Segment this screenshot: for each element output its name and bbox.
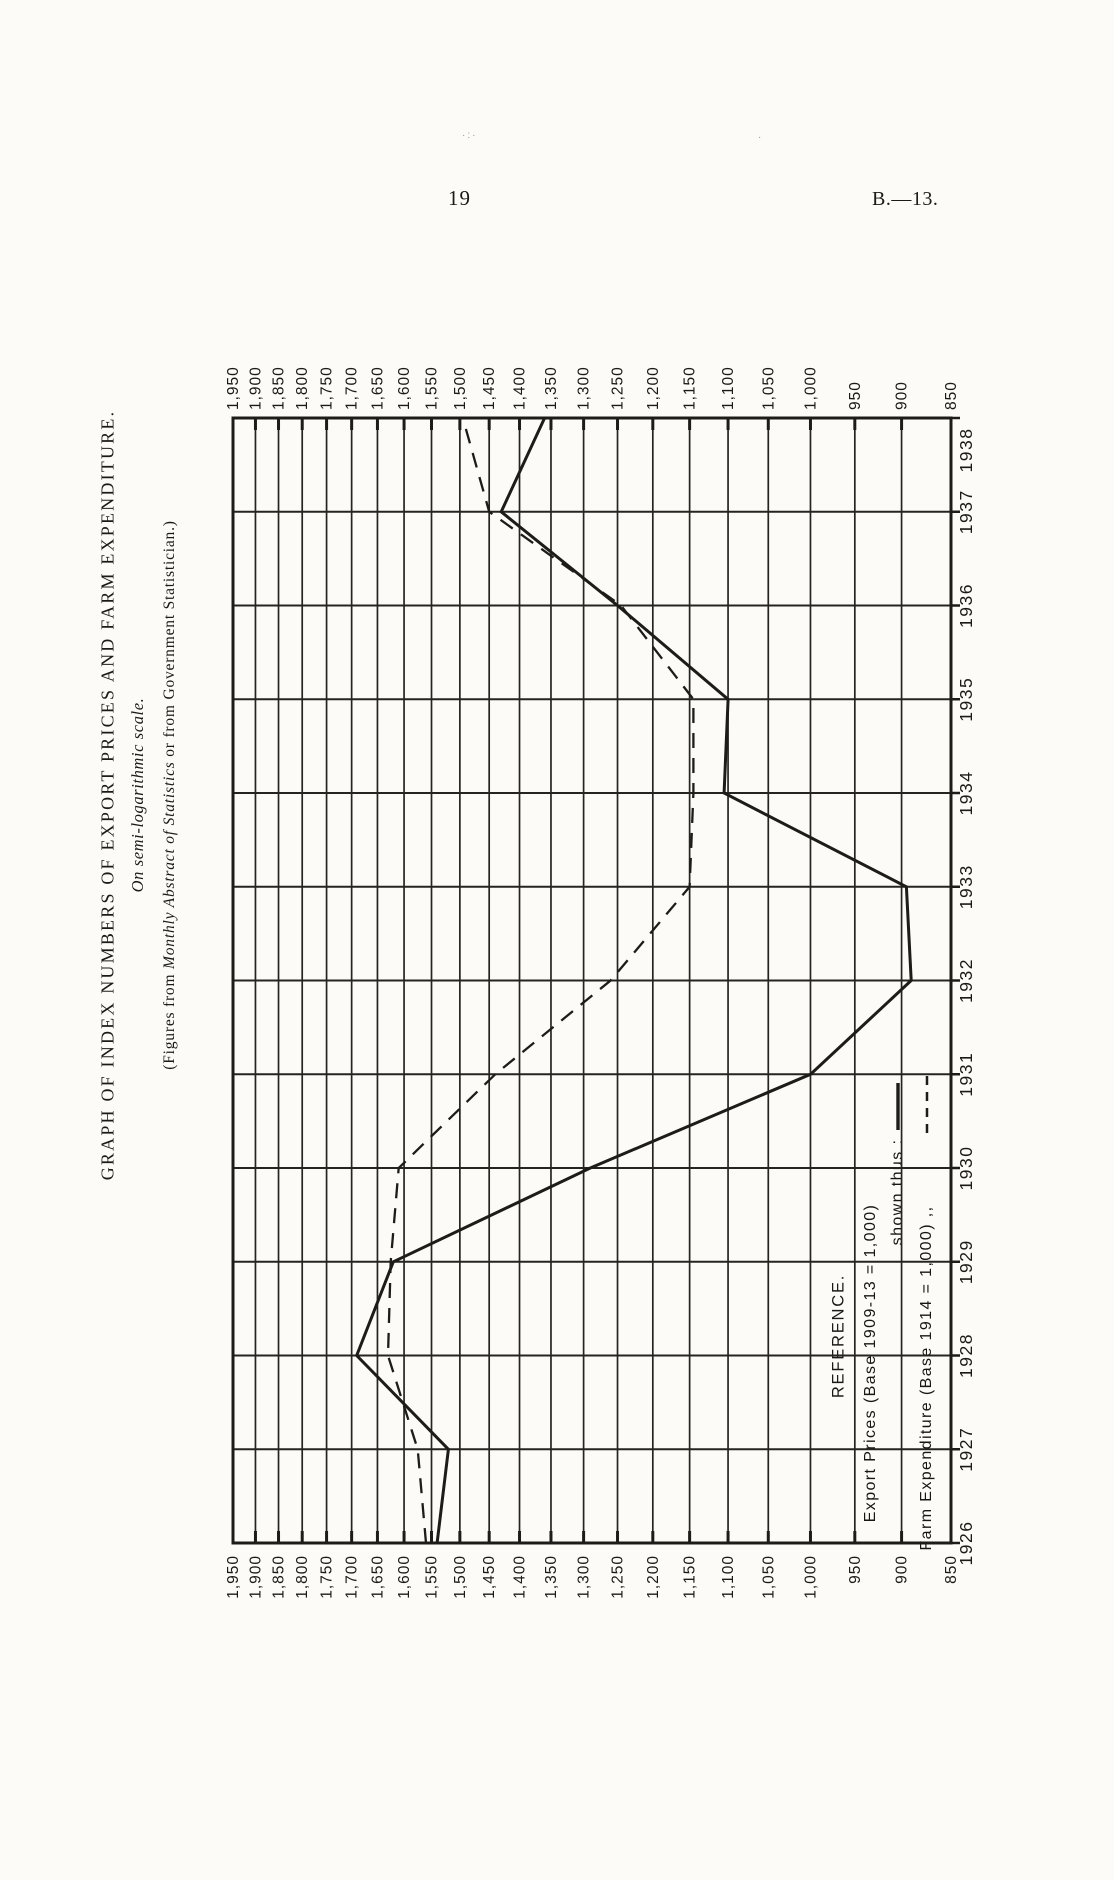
year-tick-label: 1935: [956, 677, 976, 722]
value-tick-label-top: 1,450: [481, 366, 498, 410]
value-tick-label-bottom: 1,650: [369, 1555, 386, 1599]
year-tick-label: 1929: [956, 1239, 976, 1284]
export-prices-line: [354, 417, 913, 1544]
value-tick-label-bottom: 1,600: [396, 1555, 413, 1599]
value-tick-label-bottom: 1,100: [720, 1555, 737, 1599]
year-tick-label: 1938: [956, 428, 976, 473]
value-tick-label-bottom: 1,550: [424, 1555, 441, 1599]
year-tick-label: 1934: [956, 771, 976, 816]
year-tick-label: 1933: [956, 864, 976, 909]
value-tick-label-bottom: 1,000: [802, 1555, 819, 1599]
value-tick-label-top: 1,250: [610, 366, 627, 410]
value-tick-label-top: 1,700: [344, 366, 361, 410]
value-tick-label-top: 1,650: [369, 366, 386, 410]
year-tick-label: 1928: [956, 1333, 976, 1378]
value-tick-label-bottom: 850: [943, 1555, 960, 1584]
scan-speck: ·: [758, 132, 764, 143]
page-number: 19: [448, 186, 471, 210]
value-tick-label-bottom: 1,850: [271, 1555, 288, 1599]
year-tick-label: 1930: [956, 1146, 976, 1191]
value-tick-label-bottom: 900: [894, 1555, 911, 1584]
value-tick-label-bottom: 1,450: [481, 1555, 498, 1599]
value-tick-label-top: 1,100: [720, 366, 737, 410]
document-reference: B.—13.: [872, 188, 939, 210]
year-tick-label: 1937: [956, 489, 976, 534]
value-tick-label-top: 1,050: [760, 366, 777, 410]
year-tick-label: 1931: [956, 1052, 976, 1097]
value-tick-label-top: 1,200: [645, 366, 662, 410]
chart-border: [231, 416, 953, 1545]
value-tick-label-bottom: 1,900: [247, 1555, 264, 1599]
value-tick-label-bottom: 1,050: [760, 1555, 777, 1599]
value-tick-label-top: 1,400: [512, 366, 529, 410]
value-tick-label-top: 1,500: [452, 366, 469, 410]
value-tick-label-bottom: 1,800: [294, 1555, 311, 1599]
value-tick-label-top: 1,300: [576, 366, 593, 410]
value-tick-label-top: 1,350: [543, 366, 560, 410]
value-tick-label-top: 900: [894, 381, 911, 410]
value-tick-label-top: 1,550: [424, 366, 441, 410]
value-tick-label-top: 1,750: [319, 366, 336, 410]
value-tick-label-bottom: 1,750: [319, 1555, 336, 1599]
value-tick-label-top: 1,000: [802, 366, 819, 410]
value-tick-label-bottom: 1,400: [512, 1555, 529, 1599]
value-tick-label-bottom: 950: [847, 1555, 864, 1584]
farm-expenditure-line: [386, 417, 695, 1544]
value-tick-label-top: 1,850: [271, 366, 288, 410]
year-tick-label: 1936: [956, 583, 976, 628]
value-tick-label-top: 1,150: [682, 366, 699, 410]
value-tick-label-bottom: 1,250: [610, 1555, 627, 1599]
value-tick-label-top: 950: [847, 381, 864, 410]
value-tick-label-top: 1,900: [247, 366, 264, 410]
value-tick-label-bottom: 1,200: [645, 1555, 662, 1599]
value-tick-label-bottom: 1,350: [543, 1555, 560, 1599]
year-tick-label: 1926: [956, 1521, 976, 1566]
value-tick-label-bottom: 1,700: [344, 1555, 361, 1599]
scan-speck: ·:·: [462, 130, 478, 141]
value-tick-label-top: 1,600: [396, 366, 413, 410]
value-tick-label-top: 850: [943, 381, 960, 410]
value-tick-label-bottom: 1,150: [682, 1555, 699, 1599]
value-tick-label-top: 1,950: [225, 366, 242, 410]
value-tick-label-bottom: 1,300: [576, 1555, 593, 1599]
year-tick-label: 1927: [956, 1427, 976, 1472]
value-tick-label-bottom: 1,950: [225, 1555, 242, 1599]
value-tick-label-bottom: 1,500: [452, 1555, 469, 1599]
value-tick-label-top: 1,800: [294, 366, 311, 410]
year-tick-label: 1932: [956, 958, 976, 1003]
